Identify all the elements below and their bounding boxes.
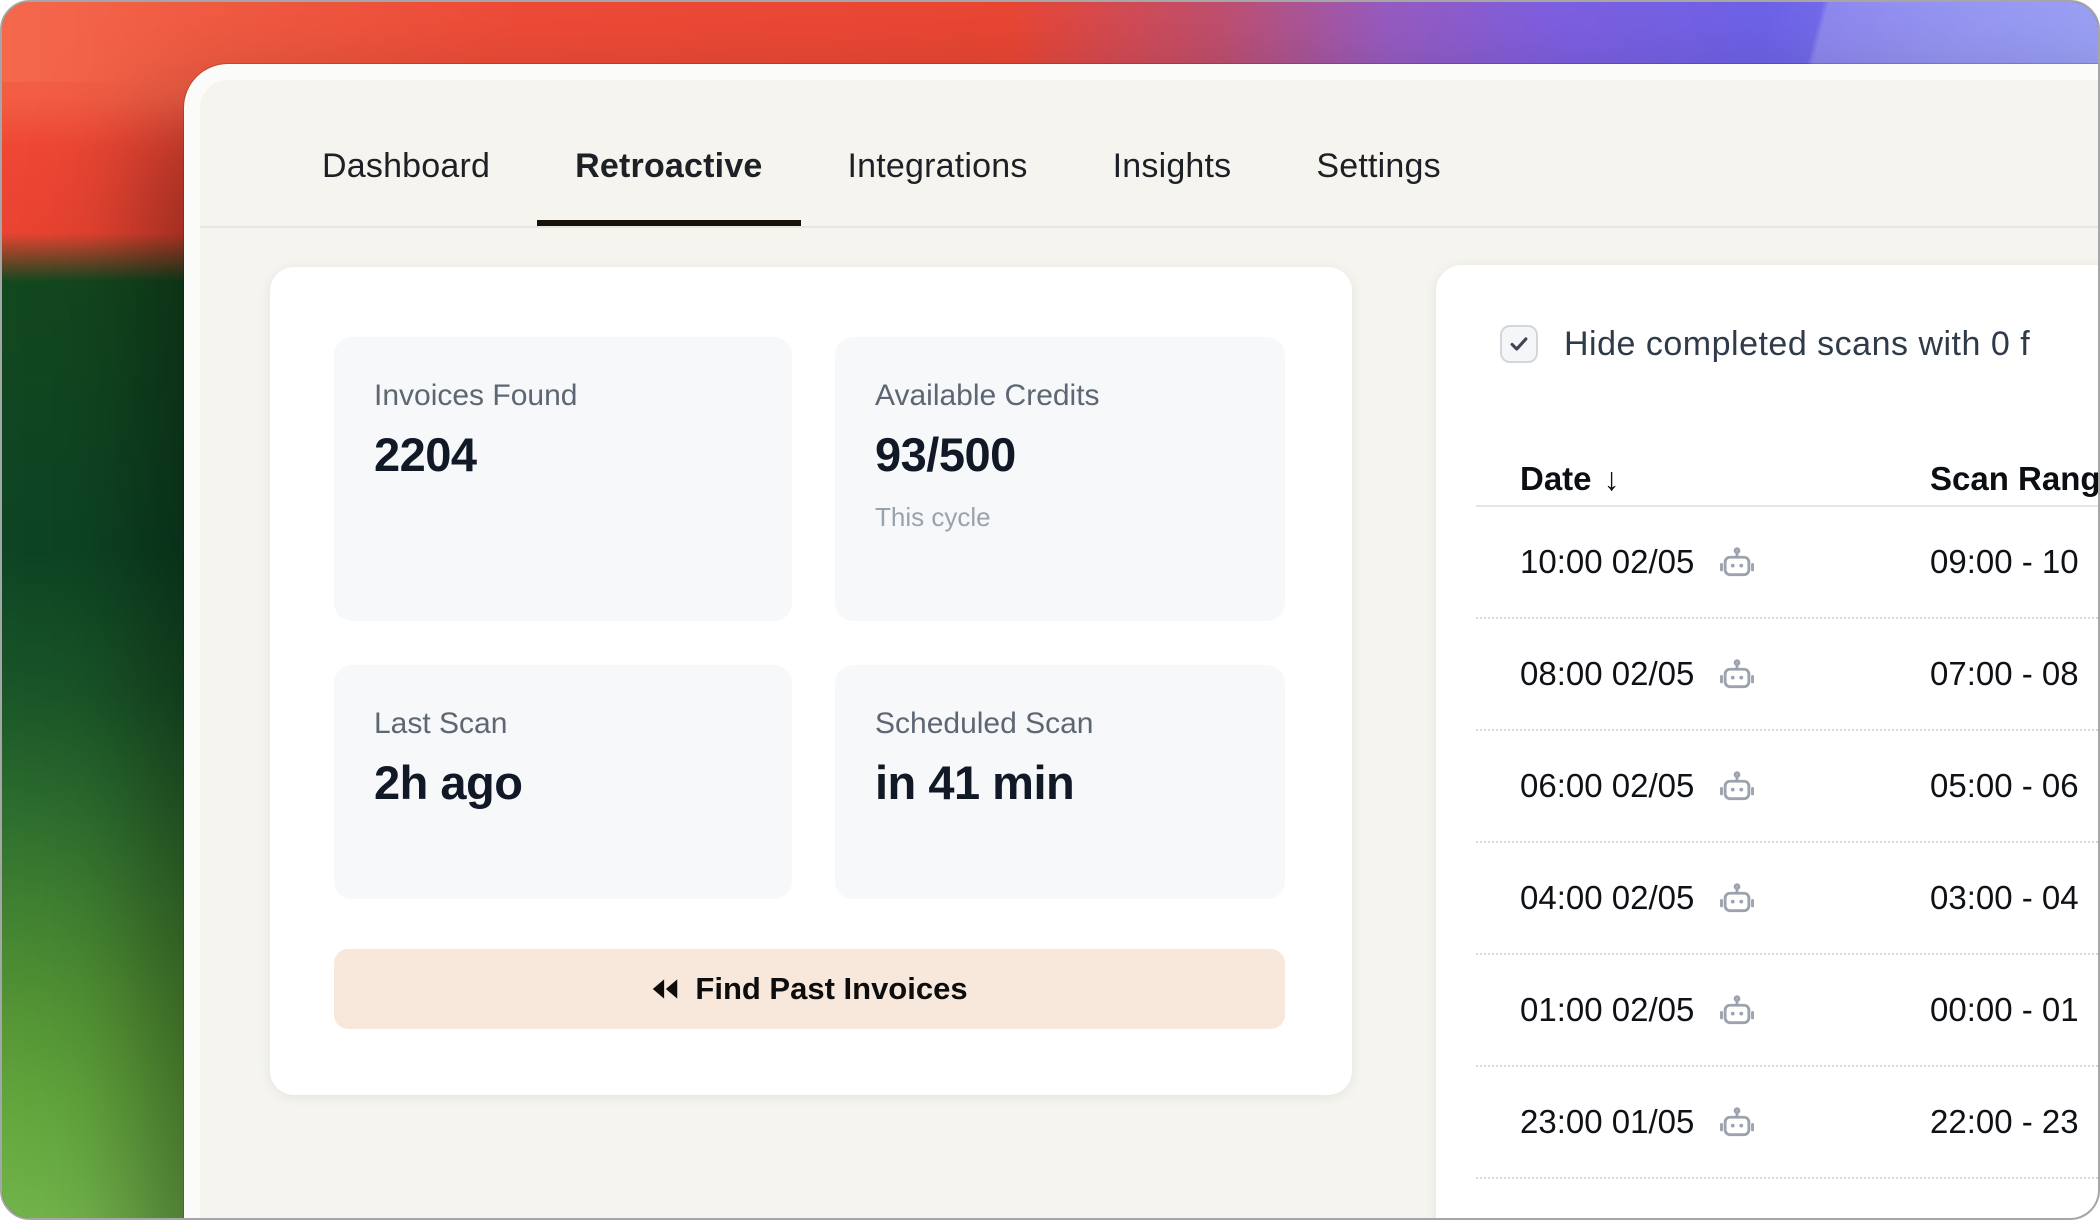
scan-date: 10:00 02/05	[1520, 543, 1695, 580]
stat-label: Invoices Found	[374, 379, 578, 412]
robot-icon	[1718, 767, 1756, 805]
stat-value: 2204	[374, 428, 477, 481]
stats-grid: Invoices Found 2204 Available Credits 93…	[334, 337, 1285, 899]
find-past-invoices-label: Find Past Invoices	[695, 971, 968, 1006]
date-header-label: Date	[1520, 460, 1592, 497]
scan-range: 03:00 - 04	[1930, 879, 2079, 916]
overview-card: Invoices Found 2204 Available Credits 93…	[270, 267, 1352, 1095]
scan-range: 00:00 - 01	[1930, 991, 2079, 1028]
filter-row: Hide completed scans with 0 f	[1500, 323, 2098, 365]
scans-card: Hide completed scans with 0 f Date ↓ Sca…	[1436, 265, 2100, 1218]
hide-completed-label: Hide completed scans with 0 f	[1564, 324, 2031, 363]
robot-icon	[1718, 991, 1756, 1029]
stat-label: Scheduled Scan	[875, 707, 1094, 740]
scan-range: 09:00 - 10	[1930, 543, 2079, 580]
tab-settings[interactable]: Settings	[1316, 147, 1441, 185]
stat-sub: This cycle	[875, 502, 991, 532]
app-content: Dashboard Retroactive Integrations Insig…	[200, 80, 2100, 1218]
tab-retroactive[interactable]: Retroactive	[537, 147, 802, 226]
stat-label: Available Credits	[875, 379, 1100, 412]
scan-date: 23:00 01/05	[1520, 1103, 1695, 1140]
sort-desc-icon: ↓	[1603, 460, 1620, 497]
scan-range-column-header[interactable]: Scan Range	[1930, 460, 2100, 497]
scan-range: 22:00 - 23	[1930, 1103, 2079, 1140]
find-past-invoices-button[interactable]: Find Past Invoices	[334, 949, 1285, 1029]
scans-table: Date ↓ Scan Range 10:00 02/05 09:00 - 10…	[1476, 453, 2100, 1218]
checkmark-icon	[1508, 333, 1530, 355]
tab-insights[interactable]: Insights	[1112, 147, 1232, 185]
table-row[interactable]: 22:00 01/05 21:00 - 22	[1476, 1179, 2098, 1218]
table-row[interactable]: 01:00 02/05 00:00 - 01	[1476, 955, 2098, 1067]
scan-date: 06:00 02/05	[1520, 767, 1695, 804]
robot-icon	[1718, 1215, 1756, 1218]
table-row[interactable]: 23:00 01/05 22:00 - 23	[1476, 1067, 2098, 1179]
scan-date: 04:00 02/05	[1520, 879, 1695, 916]
table-row[interactable]: 08:00 02/05 07:00 - 08	[1476, 619, 2098, 731]
table-header: Date ↓ Scan Range	[1476, 453, 2100, 507]
rewind-icon	[651, 975, 679, 1003]
scan-date: 22:00 01/05	[1520, 1215, 1694, 1218]
stat-available-credits: Available Credits 93/500 This cycle	[835, 337, 1285, 621]
stat-value: 2h ago	[374, 756, 523, 809]
scan-range: 07:00 - 08	[1930, 655, 2079, 692]
stat-label: Last Scan	[374, 707, 508, 740]
robot-icon	[1718, 655, 1756, 693]
stat-scheduled-scan: Scheduled Scan in 41 min	[835, 665, 1285, 899]
scan-range: 05:00 - 06	[1930, 767, 2079, 804]
stat-value: in 41 min	[875, 756, 1075, 809]
table-row[interactable]: 06:00 02/05 05:00 - 06	[1476, 731, 2098, 843]
scan-date: 01:00 02/05	[1520, 991, 1695, 1028]
hide-completed-checkbox[interactable]	[1500, 325, 1538, 363]
tab-bar: Dashboard Retroactive Integrations Insig…	[200, 80, 2098, 228]
robot-icon	[1718, 879, 1756, 917]
stat-last-scan: Last Scan 2h ago	[334, 665, 792, 899]
robot-icon	[1718, 1103, 1756, 1141]
app-window: Dashboard Retroactive Integrations Insig…	[184, 64, 2100, 1218]
stat-value: 93/500	[875, 428, 1016, 481]
tab-dashboard[interactable]: Dashboard	[322, 147, 491, 185]
tab-integrations[interactable]: Integrations	[847, 147, 1028, 185]
scan-range: 21:00 - 22	[1930, 1215, 2098, 1218]
date-column-header[interactable]: Date ↓	[1520, 460, 1930, 498]
table-row[interactable]: 10:00 02/05 09:00 - 10	[1476, 507, 2098, 619]
robot-icon	[1718, 543, 1756, 581]
table-row[interactable]: 04:00 02/05 03:00 - 04	[1476, 843, 2098, 955]
stat-invoices-found: Invoices Found 2204	[334, 337, 792, 621]
scan-date: 08:00 02/05	[1520, 655, 1695, 692]
